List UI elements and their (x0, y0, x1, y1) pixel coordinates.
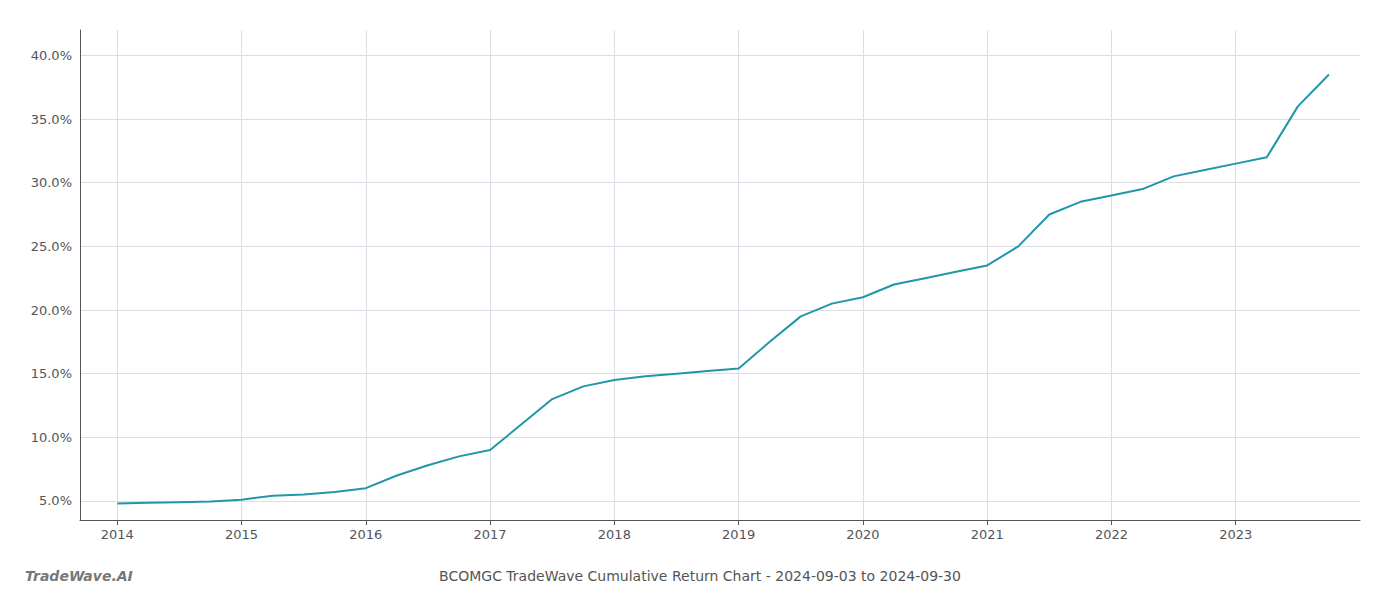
svg-text:2023: 2023 (1219, 527, 1252, 542)
svg-text:25.0%: 25.0% (31, 239, 72, 254)
svg-text:2022: 2022 (1095, 527, 1128, 542)
svg-text:40.0%: 40.0% (31, 48, 72, 63)
svg-text:2021: 2021 (971, 527, 1004, 542)
svg-text:2016: 2016 (349, 527, 382, 542)
svg-text:30.0%: 30.0% (31, 175, 72, 190)
svg-text:20.0%: 20.0% (31, 303, 72, 318)
svg-text:2014: 2014 (101, 527, 134, 542)
svg-text:5.0%: 5.0% (39, 493, 72, 508)
svg-text:BCOMGC TradeWave Cumulative Re: BCOMGC TradeWave Cumulative Return Chart… (439, 568, 961, 584)
svg-text:10.0%: 10.0% (31, 430, 72, 445)
svg-text:15.0%: 15.0% (31, 366, 72, 381)
svg-text:35.0%: 35.0% (31, 112, 72, 127)
svg-text:TradeWave.AI: TradeWave.AI (25, 568, 133, 584)
svg-text:2017: 2017 (474, 527, 507, 542)
svg-text:2019: 2019 (722, 527, 755, 542)
svg-text:2015: 2015 (225, 527, 258, 542)
svg-text:2018: 2018 (598, 527, 631, 542)
svg-text:2020: 2020 (846, 527, 879, 542)
